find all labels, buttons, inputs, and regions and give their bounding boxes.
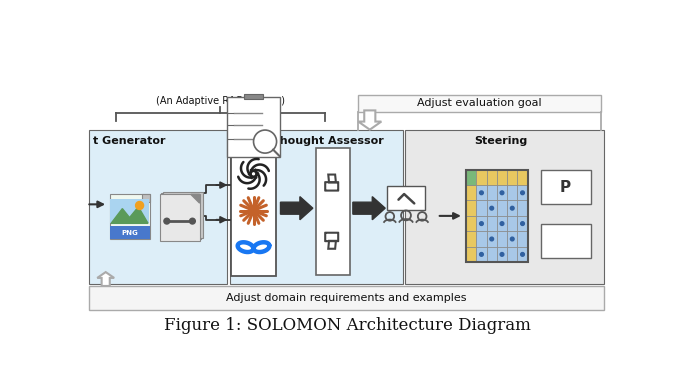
Bar xyxy=(466,216,477,231)
Circle shape xyxy=(479,222,483,226)
Bar xyxy=(316,148,350,275)
Bar xyxy=(517,231,527,247)
Bar xyxy=(477,200,487,216)
Polygon shape xyxy=(353,197,385,220)
Circle shape xyxy=(521,191,524,195)
Bar xyxy=(497,247,507,262)
Bar xyxy=(507,247,517,262)
Bar xyxy=(497,185,507,200)
Bar xyxy=(358,95,601,112)
Polygon shape xyxy=(358,110,381,130)
Text: P: P xyxy=(560,180,571,195)
Bar xyxy=(227,96,280,157)
Bar xyxy=(517,200,527,216)
Bar xyxy=(487,216,497,231)
Text: Figure 1: SOLOMON Architecture Diagram: Figure 1: SOLOMON Architecture Diagram xyxy=(164,317,531,335)
Bar xyxy=(541,224,591,258)
Bar xyxy=(477,185,487,200)
Bar xyxy=(466,170,477,185)
Text: Adjust domain requirements and examples: Adjust domain requirements and examples xyxy=(226,293,466,303)
Polygon shape xyxy=(281,197,313,220)
Bar xyxy=(517,216,527,231)
Bar xyxy=(477,231,487,247)
Bar xyxy=(466,231,477,247)
Bar xyxy=(477,247,487,262)
Bar xyxy=(163,192,203,238)
Bar xyxy=(507,170,517,185)
Bar xyxy=(487,170,497,185)
Bar xyxy=(497,231,507,247)
Bar xyxy=(487,231,497,247)
Bar xyxy=(517,170,527,185)
Bar xyxy=(541,170,591,204)
Circle shape xyxy=(254,130,277,153)
Bar xyxy=(517,185,527,200)
Bar xyxy=(111,199,148,223)
Bar xyxy=(142,194,150,202)
Bar xyxy=(497,216,507,231)
Polygon shape xyxy=(97,272,114,286)
Text: Thought Assessor: Thought Assessor xyxy=(272,136,384,146)
Bar xyxy=(477,170,487,185)
Circle shape xyxy=(490,237,494,241)
Circle shape xyxy=(521,253,524,256)
Circle shape xyxy=(521,222,524,226)
Bar xyxy=(110,194,150,239)
Circle shape xyxy=(479,191,483,195)
Bar xyxy=(497,170,507,185)
Bar xyxy=(387,186,424,210)
Circle shape xyxy=(511,207,514,210)
Bar xyxy=(507,200,517,216)
Circle shape xyxy=(500,191,504,195)
Bar xyxy=(477,216,487,231)
Text: (An Adaptive RAG system): (An Adaptive RAG system) xyxy=(156,96,285,106)
Polygon shape xyxy=(191,194,199,203)
Bar xyxy=(89,286,604,310)
Bar xyxy=(517,247,527,262)
Bar xyxy=(89,130,227,283)
Bar xyxy=(507,216,517,231)
Circle shape xyxy=(479,253,483,256)
Bar xyxy=(466,247,477,262)
Text: PNG: PNG xyxy=(121,230,138,236)
Circle shape xyxy=(189,218,196,225)
Bar xyxy=(487,200,497,216)
Text: Adjust evaluation goal: Adjust evaluation goal xyxy=(417,98,542,109)
Circle shape xyxy=(511,237,514,241)
Bar xyxy=(161,193,201,239)
Bar xyxy=(159,194,199,240)
Bar xyxy=(507,185,517,200)
Circle shape xyxy=(500,222,504,226)
Text: Steering: Steering xyxy=(475,136,527,146)
Bar xyxy=(405,130,604,283)
Circle shape xyxy=(136,202,144,210)
Bar xyxy=(230,130,403,283)
Bar xyxy=(110,226,150,239)
Text: t Generator: t Generator xyxy=(94,136,166,146)
Circle shape xyxy=(500,253,504,256)
Bar xyxy=(487,185,497,200)
Bar xyxy=(231,145,276,276)
Bar xyxy=(244,94,262,99)
Bar xyxy=(507,231,517,247)
Circle shape xyxy=(163,218,170,225)
Bar xyxy=(466,185,477,200)
Circle shape xyxy=(490,207,494,210)
Polygon shape xyxy=(111,207,148,223)
Bar xyxy=(466,200,477,216)
Bar xyxy=(466,170,527,262)
Bar xyxy=(487,247,497,262)
Bar xyxy=(497,200,507,216)
